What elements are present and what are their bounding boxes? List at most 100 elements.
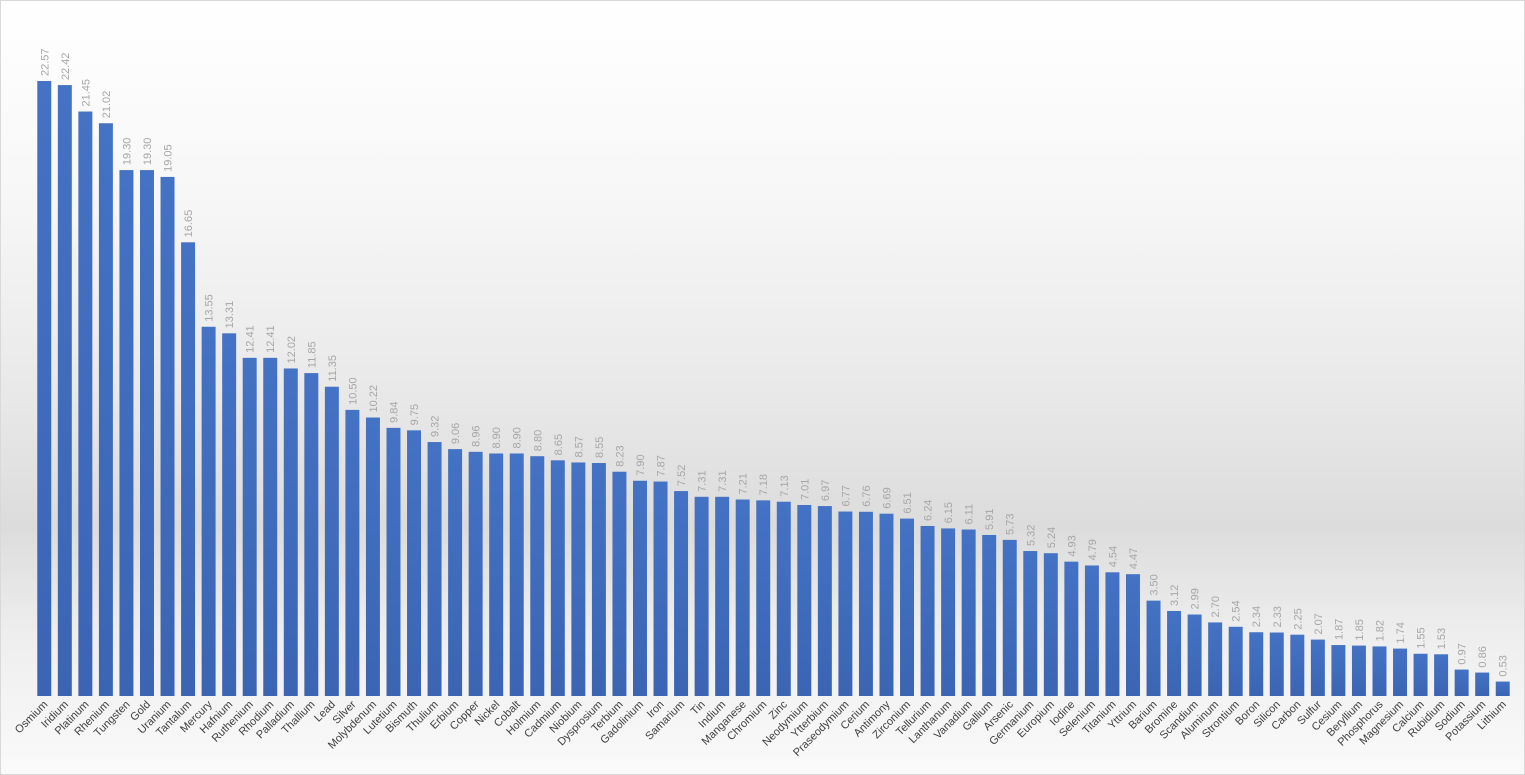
- value-label: 1.87: [1333, 619, 1345, 640]
- bar-aluminum: [1208, 622, 1223, 696]
- value-label: 3.50: [1149, 574, 1161, 595]
- bar-sodium: [1454, 669, 1469, 696]
- value-label: 2.70: [1210, 596, 1222, 617]
- value-label: 10.50: [347, 377, 359, 405]
- value-label: 19.30: [142, 138, 154, 166]
- value-label: 0.97: [1457, 643, 1469, 664]
- bar-uranium: [160, 176, 175, 696]
- bar-osmium: [37, 81, 52, 696]
- bar-lanthanum: [941, 528, 956, 696]
- bar-calcium: [1413, 653, 1428, 696]
- bar-iron: [653, 481, 668, 696]
- bar-dysprosium: [591, 463, 606, 696]
- bar-arsenic: [1002, 539, 1017, 696]
- bar-thulium: [427, 442, 442, 696]
- value-label: 22.57: [39, 48, 51, 76]
- bar-praseodymium: [838, 511, 853, 696]
- bar-chromium: [756, 500, 771, 696]
- value-label: 13.31: [224, 301, 236, 329]
- bar-palladium: [283, 368, 298, 696]
- value-label: 4.93: [1066, 535, 1078, 556]
- value-label: 11.85: [306, 341, 318, 368]
- bar-lutetium: [386, 427, 401, 696]
- value-label: 1.74: [1395, 622, 1407, 643]
- value-label: 19.30: [121, 138, 133, 166]
- value-labels-group: 22.57 22.42 21.45 21.02 19.30 19.30 19.05 16.65…: [39, 48, 1509, 676]
- category-labels-group: OsmiumIridiumPlatinumRheniumTungstenGold…: [13, 698, 1509, 759]
- value-label: 12.41: [265, 325, 277, 353]
- value-label: 4.47: [1128, 548, 1140, 569]
- value-label: 6.51: [902, 492, 914, 513]
- bar-mercury: [201, 326, 216, 696]
- value-label: 7.31: [717, 470, 729, 491]
- value-label: 8.65: [553, 434, 565, 455]
- bar-selenium: [1084, 565, 1099, 696]
- value-label: 6.24: [923, 500, 935, 521]
- bar-molybdenum: [365, 417, 380, 696]
- bar-silver: [345, 409, 360, 696]
- value-label: 7.13: [779, 475, 791, 496]
- bar-thallium: [304, 373, 319, 696]
- value-label: 0.86: [1477, 646, 1489, 667]
- bar-boron: [1249, 632, 1264, 696]
- value-label: 12.02: [286, 336, 298, 364]
- value-label: 21.02: [101, 91, 113, 119]
- value-label: 5.24: [1046, 527, 1058, 548]
- value-label: 6.76: [861, 485, 873, 506]
- bar-neodymium: [797, 504, 812, 696]
- bar-samarium: [674, 491, 689, 696]
- bar-antimony: [879, 513, 894, 696]
- value-label: 12.41: [245, 325, 257, 353]
- value-label: 1.53: [1436, 628, 1448, 649]
- value-label: 8.55: [594, 437, 606, 458]
- value-label: 22.42: [60, 53, 72, 81]
- value-label: 5.32: [1025, 525, 1037, 546]
- bar-magnesium: [1393, 648, 1408, 696]
- bar-sulfur: [1310, 639, 1325, 696]
- bar-indium: [715, 496, 730, 696]
- value-label: 6.69: [881, 487, 893, 508]
- value-label: 8.90: [512, 427, 524, 448]
- bar-rhodium: [263, 357, 278, 696]
- bar-cesium: [1331, 645, 1346, 696]
- bar-tellurium: [920, 525, 935, 696]
- value-label: 9.75: [409, 404, 421, 425]
- bar-manganese: [735, 499, 750, 696]
- bar-lithium: [1495, 681, 1510, 696]
- value-label: 8.90: [491, 427, 503, 448]
- value-label: 7.01: [799, 479, 811, 500]
- value-label: 7.87: [656, 455, 668, 476]
- bar-tin: [694, 496, 709, 696]
- value-label: 6.97: [820, 480, 832, 501]
- bar-rhenium: [98, 123, 113, 697]
- bar-terbium: [612, 471, 627, 696]
- value-label: 6.11: [964, 504, 976, 525]
- value-label: 2.99: [1190, 588, 1202, 609]
- value-label: 2.33: [1272, 606, 1284, 627]
- value-label: 7.52: [676, 465, 688, 486]
- value-label: 2.54: [1231, 600, 1243, 621]
- bar-barium: [1146, 600, 1161, 696]
- value-label: 19.05: [163, 144, 175, 172]
- bar-phosphorus: [1372, 646, 1387, 696]
- bar-ruthenium: [242, 357, 257, 696]
- value-label: 9.06: [450, 423, 462, 444]
- category-label: Samarium: [643, 699, 687, 743]
- value-label: 6.77: [840, 485, 852, 506]
- value-label: 10.22: [368, 385, 380, 413]
- value-label: 7.31: [697, 470, 709, 491]
- bar-bismuth: [407, 430, 422, 696]
- bar-cobalt: [509, 453, 524, 696]
- bar-cerium: [858, 511, 873, 696]
- bar-hafnium: [222, 333, 237, 696]
- bar-scandium: [1187, 614, 1202, 696]
- bar-gold: [140, 170, 154, 697]
- value-label: 7.90: [635, 454, 647, 475]
- value-label: 3.12: [1169, 585, 1181, 606]
- bar-germanium: [1023, 551, 1038, 696]
- value-label: 8.80: [532, 430, 544, 451]
- value-label: 1.82: [1374, 620, 1386, 641]
- value-label: 1.55: [1416, 627, 1428, 648]
- value-label: 7.21: [738, 473, 750, 494]
